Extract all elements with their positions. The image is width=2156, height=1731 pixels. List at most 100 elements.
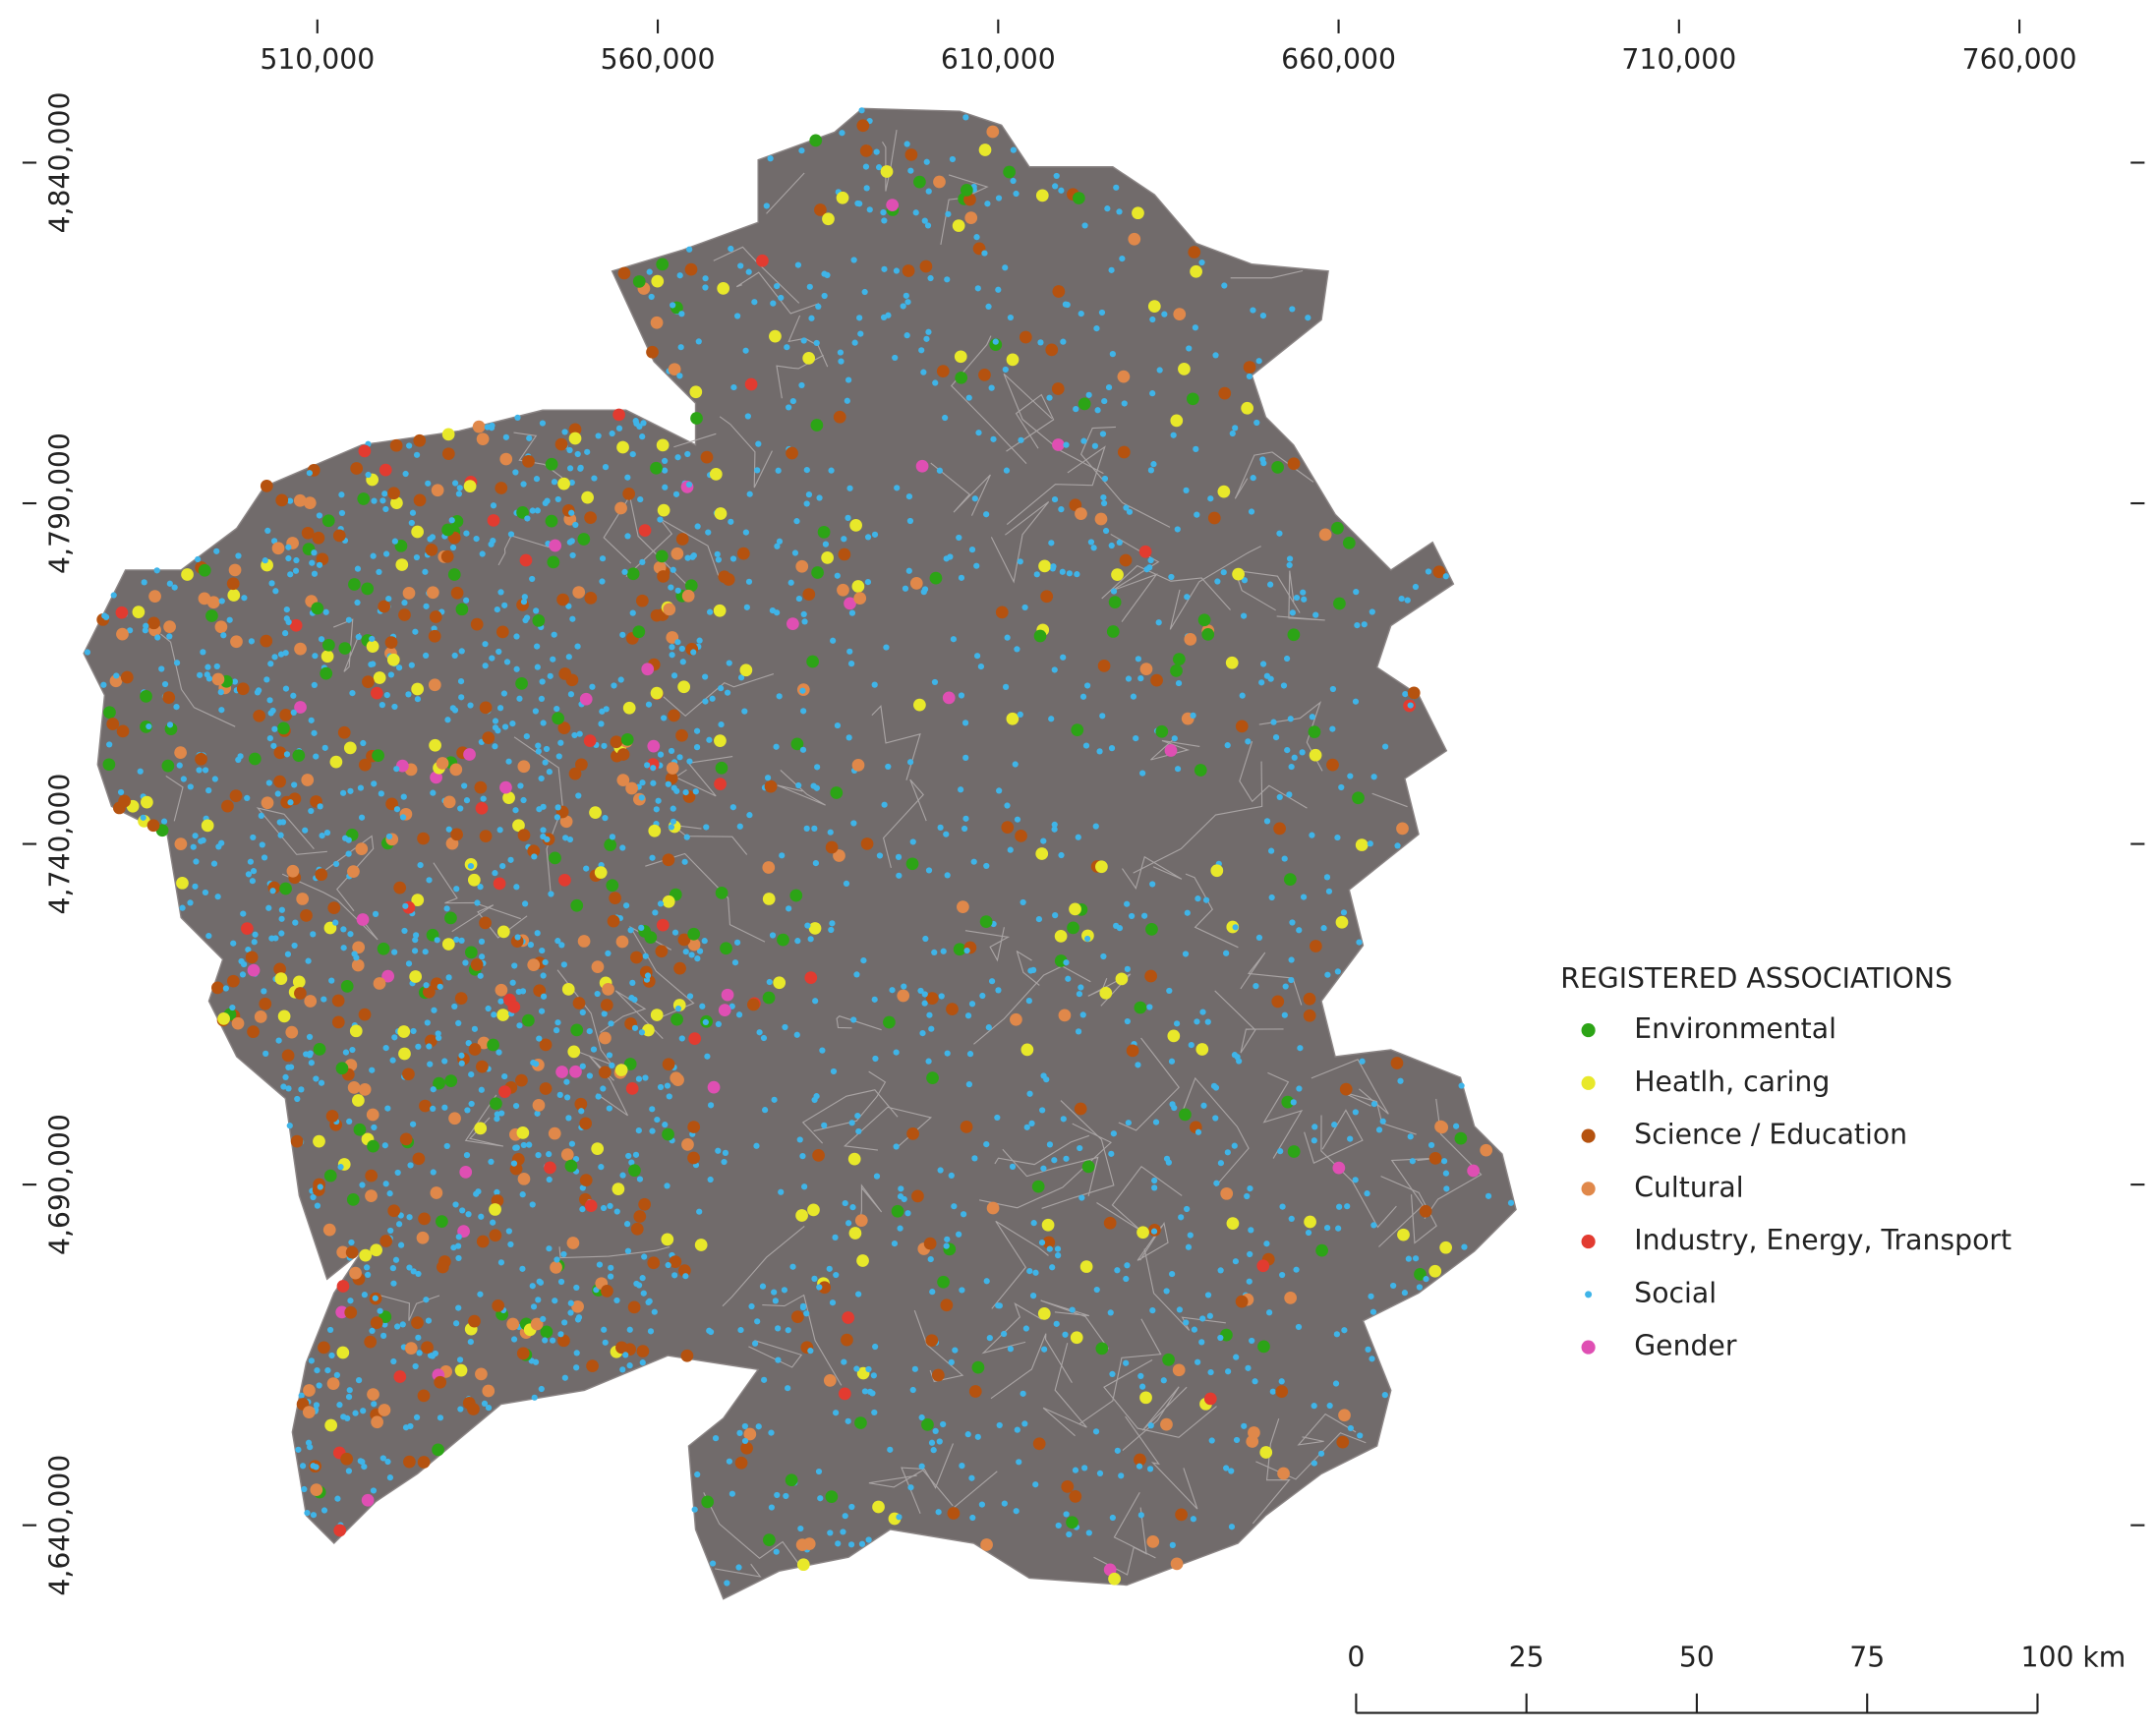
association-point [1040,1072,1047,1079]
association-point [648,824,662,837]
association-point [1296,1085,1303,1092]
association-point [342,1049,350,1056]
association-point [686,246,693,253]
association-point [627,1300,641,1314]
association-point [211,776,218,782]
association-point [633,1280,640,1288]
association-point [787,617,799,631]
association-point [441,447,455,461]
association-point [458,937,465,944]
association-point [397,1212,404,1219]
legend-marker [1585,1291,1593,1298]
association-point [1014,816,1021,823]
association-point [1096,748,1103,755]
association-point [1293,594,1301,602]
association-point [349,1046,356,1054]
association-point [666,1093,672,1100]
association-point [371,1415,383,1429]
association-point [378,600,391,613]
association-point [1244,1192,1251,1200]
association-point [402,902,409,909]
association-point [1101,397,1108,405]
association-point [415,1270,422,1278]
association-point [1243,361,1256,374]
association-point [1291,754,1298,761]
association-point [430,1086,437,1093]
association-point [569,615,576,622]
association-point [1183,1319,1190,1326]
association-point [787,579,794,586]
association-point [638,1197,651,1211]
association-point [837,583,849,597]
association-point [352,1410,359,1416]
association-point [236,682,250,696]
association-point [1113,184,1120,191]
association-point [912,209,919,216]
association-point [990,435,997,442]
association-point [487,514,500,527]
association-point [158,665,165,672]
boundary [735,271,820,315]
association-point [739,664,753,677]
association-point [642,1023,655,1037]
association-point [245,946,252,953]
association-point [775,467,782,474]
association-point [1053,172,1060,180]
association-point [919,1029,926,1037]
association-point [842,1311,855,1324]
association-point [1001,821,1015,834]
association-point [1135,1062,1141,1068]
association-point [311,549,318,556]
association-point [936,467,944,474]
association-point [1147,300,1161,313]
association-point [443,905,450,912]
association-point [1099,986,1113,1000]
association-point [166,633,173,640]
association-point [542,1337,549,1344]
association-point [554,814,561,821]
association-point [502,791,515,804]
association-point [662,1127,674,1141]
association-point [397,1025,411,1038]
association-point [1333,597,1346,610]
association-point [964,1012,972,1019]
association-point [737,1326,744,1334]
association-point [845,1220,852,1227]
association-point [886,199,900,211]
association-point [748,1302,755,1310]
association-point [554,1256,560,1263]
association-point [960,183,973,197]
association-point [647,1328,655,1335]
association-point [795,595,803,603]
association-point [971,495,978,502]
association-point [205,787,212,794]
association-point [391,703,398,711]
association-point [1198,1339,1205,1346]
association-point [694,955,701,962]
association-point [771,1289,778,1296]
association-point [516,1347,530,1360]
association-point [137,768,144,775]
association-point [161,759,175,773]
association-point [776,538,784,545]
association-point [321,514,335,528]
association-point [599,578,606,585]
association-point [604,838,617,851]
association-point [304,995,318,1008]
association-point [714,550,721,557]
association-point [724,1580,730,1587]
association-point [458,1052,465,1059]
association-point [827,1529,834,1536]
association-point [1287,457,1301,471]
association-point [619,1172,626,1179]
association-point [873,1173,881,1180]
association-point [192,833,199,839]
association-point [648,293,655,301]
association-point [558,942,565,949]
association-point [1356,939,1363,946]
association-point [280,1083,287,1090]
boundary [1240,952,1303,1006]
association-point [345,1468,353,1474]
association-point [509,720,516,727]
association-point [684,554,691,561]
